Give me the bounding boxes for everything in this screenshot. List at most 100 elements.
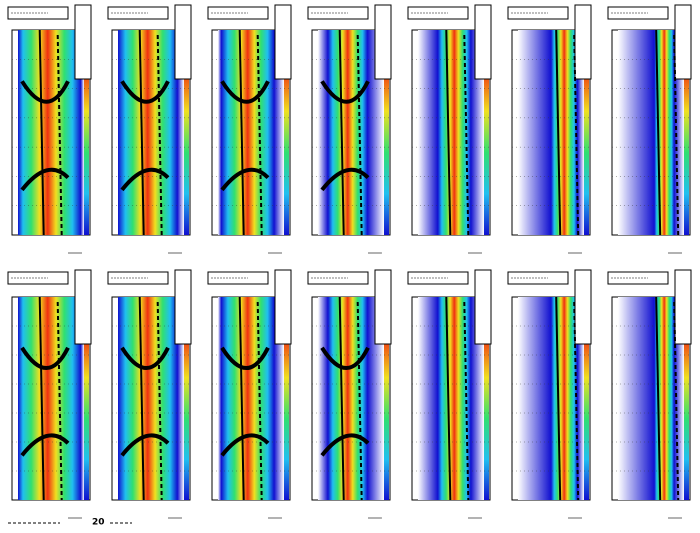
heatmap bbox=[618, 30, 684, 235]
panel bbox=[307, 4, 392, 254]
fit-curve bbox=[220, 346, 270, 370]
heatmap bbox=[118, 30, 184, 235]
fit-curve bbox=[156, 34, 163, 236]
stats-box bbox=[74, 4, 92, 80]
fit-curve bbox=[220, 433, 270, 457]
stats-box bbox=[574, 269, 592, 345]
fit-curve bbox=[220, 167, 270, 192]
palette-bar bbox=[184, 70, 189, 235]
fit-curve bbox=[555, 296, 562, 501]
palette-bar bbox=[384, 337, 389, 500]
stats-box bbox=[74, 269, 92, 345]
panel bbox=[107, 269, 192, 519]
fit-curve bbox=[320, 167, 370, 192]
heatmap bbox=[318, 30, 384, 235]
palette-bar bbox=[84, 70, 89, 235]
heatmap bbox=[118, 297, 184, 500]
palette-bar bbox=[284, 70, 289, 235]
heatmap bbox=[18, 30, 84, 235]
panel bbox=[407, 269, 492, 519]
fit-curve bbox=[320, 433, 370, 457]
palette-bar bbox=[484, 337, 489, 500]
stats-box bbox=[474, 4, 492, 80]
palette-bar bbox=[84, 337, 89, 500]
fit-curve bbox=[463, 301, 470, 501]
stats-box bbox=[674, 269, 692, 345]
palette-bar bbox=[684, 70, 689, 235]
fit-curve bbox=[156, 301, 163, 501]
stats-box bbox=[274, 269, 292, 345]
panel bbox=[607, 269, 692, 519]
fit-curve bbox=[238, 296, 245, 501]
fit-curve bbox=[655, 29, 662, 236]
heatmap bbox=[518, 297, 584, 500]
fit-curve bbox=[20, 346, 70, 370]
fit-curve bbox=[356, 301, 363, 501]
stats-box bbox=[574, 4, 592, 80]
fit-curve bbox=[573, 301, 580, 501]
palette-bar bbox=[184, 337, 189, 500]
fit-curve bbox=[120, 80, 170, 104]
stats-box bbox=[474, 269, 492, 345]
panel bbox=[607, 4, 692, 254]
fit-curve bbox=[320, 346, 370, 370]
heatmap bbox=[418, 30, 484, 235]
panel-grid bbox=[7, 4, 692, 519]
fit-curve bbox=[673, 34, 680, 236]
heatmap bbox=[618, 297, 684, 500]
stats-box bbox=[674, 4, 692, 80]
panel bbox=[307, 269, 392, 519]
fit-curve bbox=[256, 34, 263, 236]
stats-box bbox=[374, 4, 392, 80]
fit-curve bbox=[220, 80, 270, 104]
fit-curve bbox=[320, 80, 370, 104]
panel bbox=[207, 269, 292, 519]
panel bbox=[7, 4, 92, 254]
panel bbox=[107, 4, 192, 254]
panel bbox=[207, 4, 292, 254]
fit-curve bbox=[120, 167, 170, 192]
fit-curve bbox=[356, 34, 363, 236]
panel bbox=[507, 4, 592, 254]
palette-bar bbox=[584, 337, 589, 500]
stats-box bbox=[174, 4, 192, 80]
fit-curve bbox=[20, 80, 70, 104]
stats-box bbox=[174, 269, 192, 345]
heatmap bbox=[218, 30, 284, 235]
heatmap bbox=[418, 297, 484, 500]
fit-curve bbox=[655, 296, 662, 501]
fit-curve bbox=[463, 34, 470, 236]
palette-bar bbox=[384, 70, 389, 235]
fit-curve bbox=[338, 29, 345, 236]
fit-curve bbox=[138, 296, 145, 501]
fit-curve bbox=[38, 296, 45, 501]
fit-curve bbox=[338, 296, 345, 501]
fit-curve bbox=[120, 433, 170, 457]
fit-curve bbox=[138, 29, 145, 236]
heatmap bbox=[18, 297, 84, 500]
fit-curve bbox=[445, 296, 452, 501]
panel bbox=[507, 269, 592, 519]
heatmap bbox=[518, 30, 584, 235]
panel bbox=[7, 269, 92, 519]
fit-curve bbox=[573, 34, 580, 236]
fit-curve bbox=[256, 301, 263, 501]
fit-curve bbox=[673, 301, 680, 501]
fit-curve bbox=[56, 34, 63, 236]
palette-bar bbox=[584, 70, 589, 235]
panel bbox=[407, 4, 492, 254]
fit-curve bbox=[555, 29, 562, 236]
footer-label: 20 bbox=[92, 518, 105, 528]
heatmap bbox=[318, 297, 384, 500]
fit-curve bbox=[20, 167, 70, 192]
stats-box bbox=[374, 269, 392, 345]
stats-box bbox=[274, 4, 292, 80]
fit-curve bbox=[38, 29, 45, 236]
palette-bar bbox=[484, 70, 489, 235]
fit-curve bbox=[445, 29, 452, 236]
palette-bar bbox=[684, 337, 689, 500]
fit-curve bbox=[120, 346, 170, 370]
fit-curve bbox=[238, 29, 245, 236]
heatmap bbox=[218, 297, 284, 500]
